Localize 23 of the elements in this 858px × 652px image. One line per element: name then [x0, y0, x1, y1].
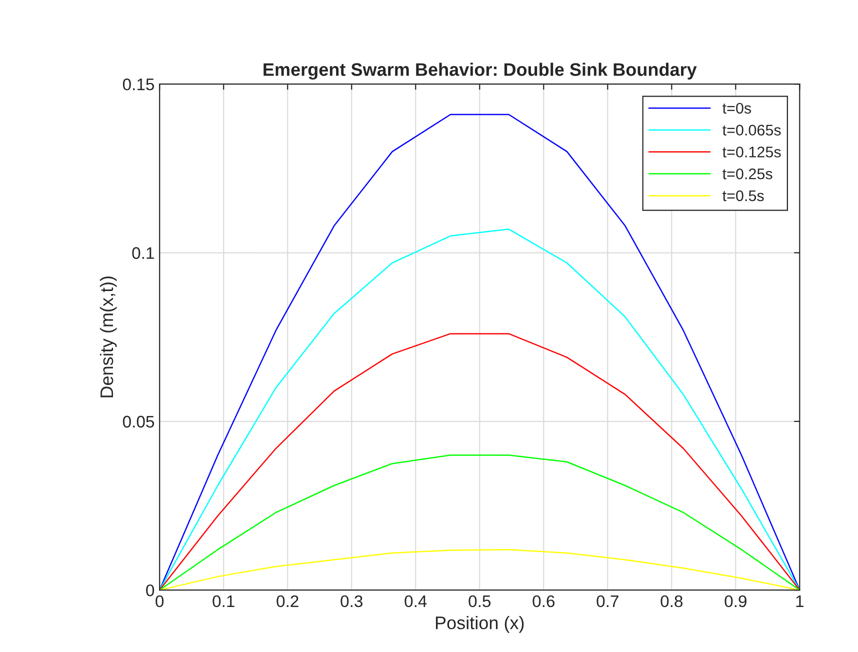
legend-label: t=0.25s — [722, 168, 772, 180]
legend-label: t=0.125s — [722, 146, 781, 158]
legend-label: t=0s — [722, 102, 752, 114]
y-tick-label: 0.15 — [122, 78, 154, 90]
x-tick-label: 0.1 — [212, 595, 234, 608]
y-axis-title: Density (m(x,t)) — [100, 276, 117, 398]
y-tick-label: 0 — [146, 584, 154, 596]
x-tick-label: 0.8 — [660, 595, 683, 608]
x-tick-label: 1 — [796, 596, 804, 607]
x-tick-label: 0.4 — [404, 595, 427, 608]
legend-label: t=0.5s — [722, 190, 764, 202]
x-tick-label: 0.3 — [340, 595, 362, 608]
chart-title: Emergent Swarm Behavior: Double Sink Boundary — [264, 62, 697, 80]
x-tick-label: 0.5 — [468, 595, 491, 608]
y-tick-label: 0.05 — [122, 416, 154, 428]
y-tick-label: 0.1 — [132, 247, 154, 259]
x-tick-label: 0.7 — [596, 595, 618, 608]
x-tick-label: 0.6 — [532, 595, 554, 608]
x-tick-label: 0 — [156, 595, 164, 608]
legend-label: t=0.065s — [722, 124, 781, 136]
x-tick-label: 0.9 — [724, 595, 746, 608]
x-axis-title: Position (x) — [436, 616, 524, 633]
x-tick-label: 0.2 — [276, 595, 298, 608]
